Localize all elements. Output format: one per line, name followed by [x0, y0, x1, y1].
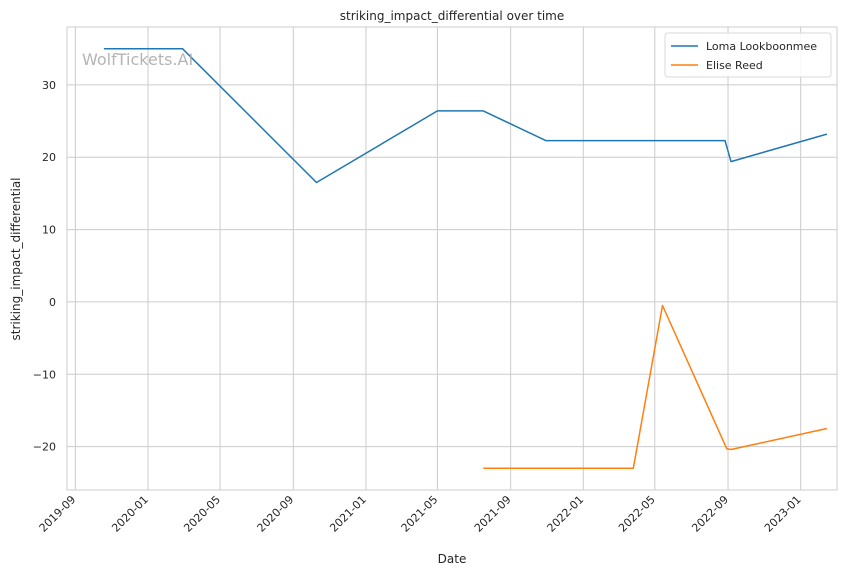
y-tick-label: −10 [33, 368, 56, 381]
x-axis-label: Date [438, 552, 467, 566]
legend-frame [664, 32, 832, 78]
y-axis-ticks: −20 −10 0 10 20 30 [33, 79, 56, 454]
y-tick-label: 10 [42, 224, 56, 237]
grid [67, 27, 837, 490]
legend-label-elise: Elise Reed [706, 59, 763, 72]
plot-frame [66, 26, 838, 491]
legend: Loma Lookboonmee Elise Reed [664, 32, 832, 78]
series-line-1 [483, 304, 828, 470]
y-axis-label: striking_impact_differential [9, 177, 23, 340]
y-tick-label: −20 [33, 441, 56, 454]
y-tick-label: 30 [42, 79, 56, 92]
y-tick-label: 20 [42, 151, 56, 164]
watermark: WolfTickets.AI [82, 50, 193, 69]
legend-label-loma: Loma Lookboonmee [706, 40, 817, 53]
series-lines [103, 47, 828, 470]
series-line-0 [103, 47, 828, 184]
chart-title: striking_impact_differential over time [340, 9, 565, 23]
y-tick-label: 0 [49, 296, 56, 309]
plot-area [67, 27, 837, 490]
